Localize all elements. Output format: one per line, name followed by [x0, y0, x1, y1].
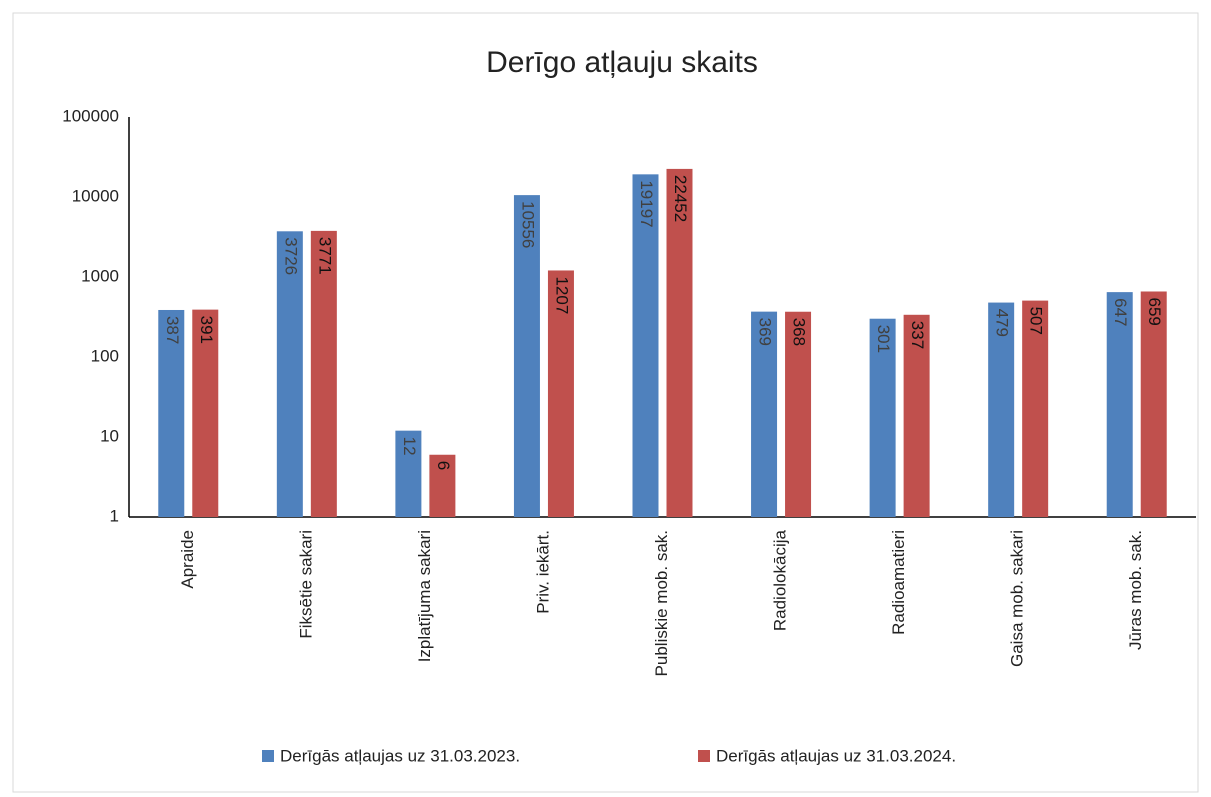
y-tick-label: 10	[100, 426, 119, 445]
bar	[1022, 300, 1049, 517]
bar	[632, 174, 659, 518]
bar	[751, 311, 778, 517]
x-tick-label: Gaisa mob. sakari	[1008, 530, 1027, 667]
legend-swatch	[698, 750, 710, 762]
bar	[903, 314, 930, 517]
data-label: 369	[756, 318, 775, 346]
data-label: 10556	[518, 201, 537, 248]
data-label: 659	[1145, 297, 1164, 325]
data-label: 19197	[637, 180, 656, 227]
y-tick-label: 100000	[62, 106, 119, 125]
x-tick-label: Apraide	[178, 530, 197, 589]
data-label: 391	[197, 316, 216, 344]
data-label: 12	[400, 437, 419, 456]
y-tick-label: 10000	[72, 186, 119, 205]
data-label: 479	[993, 309, 1012, 337]
y-tick-label: 100	[91, 346, 119, 365]
x-tick-label: Publiskie mob. sak.	[652, 530, 671, 676]
bar	[513, 195, 540, 517]
legend-label: Derīgās atļaujas uz 31.03.2023.	[280, 746, 520, 765]
chart-frame	[12, 12, 1199, 793]
legend-label: Derīgās atļaujas uz 31.03.2024.	[716, 746, 956, 765]
bar	[988, 302, 1015, 517]
bar	[429, 454, 456, 517]
bar	[158, 309, 185, 517]
data-label: 22452	[671, 175, 690, 222]
bar	[310, 230, 337, 517]
chart-title: Derīgo atļauju skaits	[486, 46, 758, 79]
bar	[1140, 291, 1167, 517]
x-tick-label: Fiksētie sakari	[296, 530, 315, 639]
bar	[192, 309, 219, 517]
bar	[785, 311, 812, 517]
data-label: 387	[163, 316, 182, 344]
bar	[395, 430, 422, 517]
data-label: 1207	[552, 276, 571, 314]
legend-swatch	[262, 750, 274, 762]
data-label: 647	[1111, 298, 1130, 326]
data-label: 301	[874, 325, 893, 353]
bar	[869, 318, 896, 517]
data-label: 3726	[281, 237, 300, 275]
x-tick-label: Izplatījuma sakari	[415, 530, 434, 662]
y-tick-label: 1	[110, 506, 119, 525]
x-tick-label: Radiolokācija	[771, 529, 790, 631]
y-tick-label: 1000	[81, 266, 119, 285]
data-label: 6	[434, 461, 453, 470]
data-label: 3771	[315, 237, 334, 275]
bar	[666, 168, 693, 517]
data-label: 368	[790, 318, 809, 346]
data-label: 337	[908, 321, 927, 349]
x-tick-label: Priv. iekārt.	[533, 530, 552, 614]
data-label: 507	[1027, 307, 1046, 335]
x-tick-label: Jūras mob. sak.	[1126, 530, 1145, 650]
bar	[276, 231, 303, 517]
bar	[1106, 292, 1133, 517]
x-tick-label: Radioamatieri	[889, 530, 908, 635]
bar	[547, 270, 574, 517]
